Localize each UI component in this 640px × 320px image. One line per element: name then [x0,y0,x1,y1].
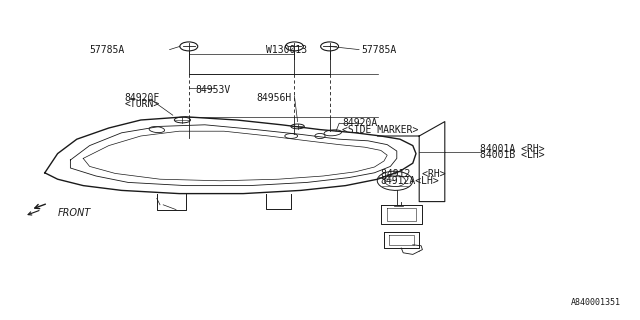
Text: <TURN>: <TURN> [125,99,160,109]
Text: FRONT: FRONT [58,208,91,218]
Text: 84912  <RH>: 84912 <RH> [381,169,445,180]
Ellipse shape [377,171,413,190]
Text: A840001351: A840001351 [571,298,621,307]
Text: 84001A <RH>: 84001A <RH> [480,144,545,154]
Ellipse shape [324,130,342,136]
Ellipse shape [384,175,406,187]
Text: 57785A: 57785A [362,44,397,55]
Text: 84956H: 84956H [256,92,291,103]
Text: 57785A: 57785A [90,44,125,55]
Text: 84920F: 84920F [125,92,160,103]
Ellipse shape [174,117,191,123]
Text: 84920A: 84920A [342,118,378,128]
Text: W130013: W130013 [266,44,307,55]
Text: 84912A<LH>: 84912A<LH> [381,176,440,186]
Text: <SIDE MARKER>: <SIDE MARKER> [342,124,419,135]
Ellipse shape [285,134,298,138]
Ellipse shape [149,127,164,132]
Text: 84953V: 84953V [195,84,230,95]
Text: 84001B <LH>: 84001B <LH> [480,150,545,160]
Ellipse shape [291,124,305,129]
